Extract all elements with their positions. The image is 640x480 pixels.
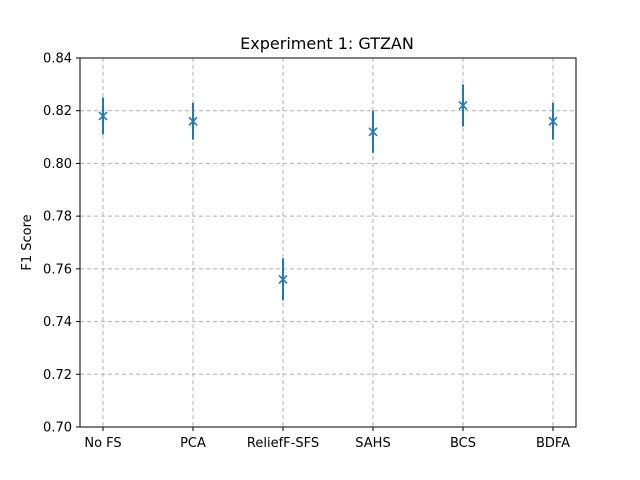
x-tick-label: ReliefF-SFS (247, 436, 319, 451)
data-point-marker (98, 111, 108, 121)
x-tick-label: BDFA (536, 436, 570, 451)
marker-stroke (368, 127, 378, 137)
x-tick-label: No FS (84, 436, 121, 451)
x-tick-label: BCS (450, 436, 476, 451)
data-point-marker (458, 100, 468, 111)
grid (80, 58, 576, 427)
y-tick-label: 0.80 (43, 157, 72, 172)
axis-ticks: 0.70 0.72 0.74 0.76 0.78 0.80 0.82 0.84 No FS PCA… (43, 52, 570, 452)
y-tick-label: 0.74 (43, 315, 72, 330)
y-axis-label: F1 Score (20, 214, 35, 270)
data-marks (98, 84, 558, 301)
x-tick-label: PCA (180, 436, 206, 451)
data-point-marker (278, 274, 288, 284)
marker-stroke (278, 274, 288, 284)
y-tick-label: 0.76 (43, 262, 72, 277)
marker-stroke (548, 116, 558, 126)
marker-stroke (98, 111, 108, 121)
plot-frame (79, 57, 577, 428)
y-tick-label: 0.84 (43, 52, 72, 67)
data-point-marker (188, 116, 198, 126)
y-tick-label: 0.78 (43, 210, 72, 225)
marker-stroke (188, 116, 198, 126)
marker-stroke (458, 100, 468, 111)
y-tick-label: 0.72 (43, 368, 72, 383)
chart-title: Experiment 1: GTZAN (240, 34, 414, 53)
data-point-marker (368, 127, 378, 137)
y-tick-label: 0.82 (43, 104, 72, 119)
x-tick-label: SAHS (355, 436, 390, 451)
data-point-marker (548, 116, 558, 126)
y-tick-label: 0.70 (43, 421, 72, 436)
